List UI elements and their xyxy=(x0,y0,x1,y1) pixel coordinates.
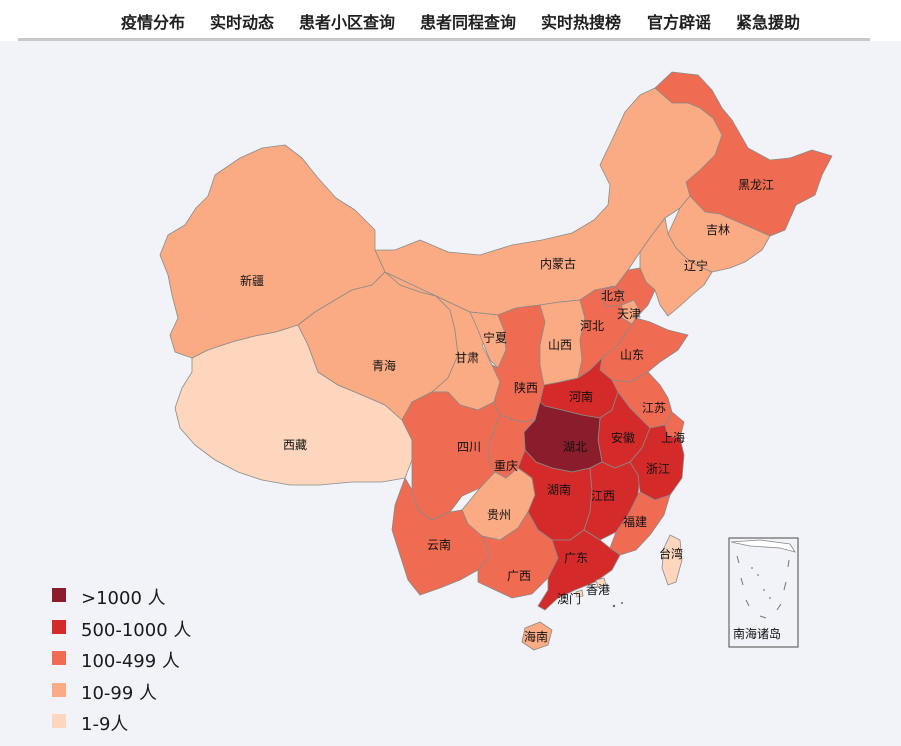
legend-label: 1-9人 xyxy=(81,714,129,735)
legend-label: >1000 人 xyxy=(81,588,166,609)
label-macau: 澳门 xyxy=(557,591,581,606)
inset-frame xyxy=(728,537,799,648)
label-yunnan: 云南 xyxy=(427,537,451,552)
label-hubei: 湖北 xyxy=(563,439,587,454)
province-hainan[interactable] xyxy=(521,621,553,651)
label-jiangsu: 江苏 xyxy=(642,401,666,415)
china-choropleth-map: 南海诸岛 黑龙江 吉林 辽宁 内蒙古 新疆 西藏 青海 甘肃 宁夏 陕西 山西 … xyxy=(159,71,833,651)
island-dot xyxy=(612,604,616,608)
legend-label: 10-99 人 xyxy=(81,682,158,704)
island-dot xyxy=(621,602,623,604)
label-henan: 河南 xyxy=(569,389,593,404)
label-chongqing: 重庆 xyxy=(494,459,518,473)
label-xinjiang: 新疆 xyxy=(240,273,264,288)
label-xizang: 西藏 xyxy=(283,438,307,452)
province-liaoning[interactable] xyxy=(639,217,713,317)
province-zhejiang[interactable] xyxy=(629,424,685,501)
nav-item-trending-searches[interactable]: 实时热搜榜 xyxy=(541,13,622,32)
legend-swatch xyxy=(52,619,66,634)
legend-swatch xyxy=(52,588,66,602)
label-neimenggu: 内蒙古 xyxy=(540,256,576,271)
inset-islands xyxy=(751,567,771,599)
inset-coast xyxy=(730,539,796,553)
province-taiwan[interactable] xyxy=(661,534,683,586)
nine-dash-line xyxy=(736,555,790,619)
legend-swatch xyxy=(52,714,66,728)
label-taiwan: 台湾 xyxy=(659,546,683,561)
label-beijing: 北京 xyxy=(601,289,625,303)
label-jiangxi: 江西 xyxy=(591,489,615,503)
nav-item-epidemic-distribution[interactable]: 疫情分布 xyxy=(121,13,186,32)
label-zhejiang: 浙江 xyxy=(646,462,670,476)
label-hainan: 海南 xyxy=(524,629,548,644)
inset-label: 南海诸岛 xyxy=(733,626,781,641)
label-hongkong: 香港 xyxy=(586,583,610,597)
province-beijing[interactable] xyxy=(599,285,625,308)
nav-item-patient-travel-search[interactable]: 患者同程查询 xyxy=(420,13,517,32)
nav-item-patient-community-search[interactable]: 患者小区查询 xyxy=(299,13,396,32)
label-shanxi: 山西 xyxy=(548,338,572,352)
label-guangdong: 广东 xyxy=(564,551,588,565)
south-china-sea-inset: 南海诸岛 xyxy=(728,537,799,648)
legend-swatch xyxy=(52,682,66,697)
nav-item-official-rumor-debunk[interactable]: 官方辟谣 xyxy=(647,13,712,32)
label-shanghai: 上海 xyxy=(661,430,685,445)
province-fujian[interactable] xyxy=(609,491,671,556)
map-panel: 南海诸岛 黑龙江 吉林 辽宁 内蒙古 新疆 西藏 青海 甘肃 宁夏 陕西 山西 … xyxy=(0,41,901,746)
province-guangdong[interactable] xyxy=(537,529,621,611)
province-macau[interactable] xyxy=(575,589,584,598)
label-heilongjiang: 黑龙江 xyxy=(738,178,774,192)
legend-label: 100-499 人 xyxy=(81,651,180,672)
label-jilin: 吉林 xyxy=(706,223,730,237)
label-tianjin: 天津 xyxy=(617,307,641,321)
province-xizang[interactable] xyxy=(174,324,413,486)
nav-item-emergency-aid[interactable]: 紧急援助 xyxy=(736,13,801,32)
nav-item-live-updates[interactable]: 实时动态 xyxy=(210,13,275,32)
label-anhui: 安徽 xyxy=(611,430,635,445)
label-ningxia: 宁夏 xyxy=(483,330,507,345)
label-hebei: 河北 xyxy=(580,319,604,333)
label-guizhou: 贵州 xyxy=(487,508,511,522)
label-liaoning: 辽宁 xyxy=(684,258,708,273)
province-labels: 黑龙江 吉林 辽宁 内蒙古 新疆 西藏 青海 甘肃 宁夏 陕西 山西 河北 北京… xyxy=(240,178,774,644)
label-shaanxi: 陕西 xyxy=(514,380,538,395)
label-fujian: 福建 xyxy=(623,514,647,529)
legend-label: 500-1000 人 xyxy=(81,619,192,641)
province-hongkong[interactable] xyxy=(595,577,607,588)
top-nav: 疫情分布 实时动态 患者小区查询 患者同程查询 实时热搜榜 官方辟谣 紧急援助 xyxy=(0,0,901,38)
label-qinghai: 青海 xyxy=(372,358,396,373)
legend-swatch xyxy=(52,651,66,665)
label-shandong: 山东 xyxy=(620,348,644,362)
label-gansu: 甘肃 xyxy=(455,351,479,365)
label-hunan: 湖南 xyxy=(547,482,571,497)
nav-divider xyxy=(18,38,870,41)
label-guangxi: 广西 xyxy=(507,569,531,583)
label-sichuan: 四川 xyxy=(457,440,481,454)
